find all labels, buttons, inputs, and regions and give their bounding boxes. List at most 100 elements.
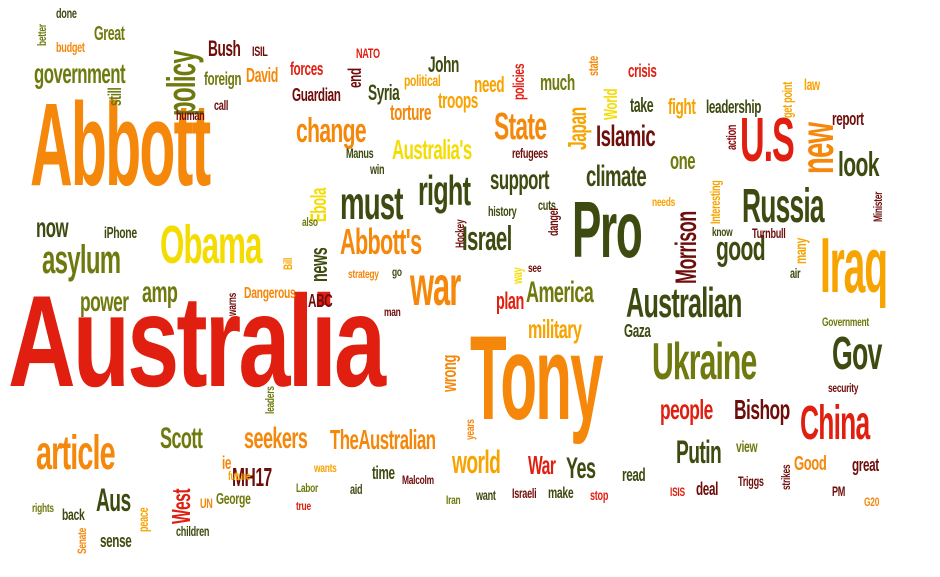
word-stop: stop	[590, 487, 609, 503]
word-turnbull: Turnbull	[752, 225, 786, 241]
word-support: support	[490, 164, 550, 195]
word-g20: G20	[864, 495, 880, 509]
word-military: military	[528, 314, 582, 344]
word-rights: rights	[32, 501, 54, 515]
word-budget: budget	[56, 39, 85, 55]
word-great-lower: great	[852, 455, 879, 475]
word-aus: Aus	[96, 482, 131, 518]
word-war: war	[410, 254, 461, 317]
word-security: security	[828, 381, 859, 395]
word-dangerous: Dangerous	[244, 285, 296, 302]
word-islamic: Islamic	[596, 120, 656, 153]
word-iphone: iPhone	[104, 225, 137, 242]
word-climate: climate	[586, 160, 647, 193]
word-america: America	[526, 276, 594, 309]
word-west: West	[166, 488, 196, 524]
word-crisis: crisis	[628, 61, 657, 81]
word-still: still	[105, 87, 125, 106]
word-now: now	[36, 212, 69, 243]
word-better: better	[35, 24, 49, 46]
word-deal: deal	[696, 479, 719, 499]
word-pm: PM	[832, 483, 846, 499]
word-read: read	[622, 465, 646, 485]
word-know: know	[712, 225, 733, 239]
word-australian: Australian	[626, 279, 742, 326]
word-way: way	[509, 267, 525, 284]
word-un: UN	[200, 495, 213, 511]
word-good: good	[716, 230, 766, 268]
word-news: news	[306, 247, 333, 282]
word-senate: Senate	[75, 527, 89, 554]
word-bill: Bill	[281, 257, 295, 270]
word-pro: Pro	[572, 185, 643, 274]
word-syria: Syria	[368, 80, 400, 105]
word-years: years	[463, 419, 477, 440]
word-want: want	[476, 487, 496, 503]
word-good-cap: Good	[794, 453, 827, 475]
word-israel: Israel	[462, 220, 512, 258]
word-peace: peace	[135, 507, 151, 532]
word-wrong: wrong	[439, 354, 461, 392]
word-bush: Bush	[208, 36, 241, 61]
word-japan: Japan	[562, 107, 592, 150]
word-warns: warns	[225, 292, 239, 316]
word-win: win	[370, 161, 385, 177]
word-needs: needs	[652, 195, 676, 209]
word-go: go	[392, 265, 402, 279]
word-air: air	[790, 265, 801, 281]
word-torture: torture	[390, 100, 432, 125]
word-back: back	[62, 507, 85, 524]
word-future: future	[228, 469, 251, 483]
word-morrison: Morrison	[670, 211, 703, 284]
word-must: must	[340, 177, 403, 229]
word-australia: Australia	[8, 268, 386, 414]
word-amp: amp	[142, 276, 178, 309]
word-fight: fight	[668, 94, 696, 119]
word-putin: Putin	[676, 434, 722, 470]
word-wants: wants	[314, 461, 337, 475]
word-china: China	[800, 397, 870, 450]
word-time: time	[372, 463, 395, 483]
word-need: need	[474, 72, 505, 97]
word-labor: Labor	[296, 481, 319, 495]
word-man: man	[384, 305, 401, 319]
word-george: George	[216, 491, 251, 508]
word-triggs: Triggs	[738, 473, 764, 489]
word-ukraine: Ukraine	[652, 333, 757, 391]
word-malcolm: Malcolm	[402, 473, 434, 487]
word-strikes: strikes	[779, 464, 793, 490]
word-law: law	[804, 77, 820, 94]
word-foreign: foreign	[204, 69, 242, 89]
word-policies: policies	[511, 63, 528, 100]
word-russia: Russia	[742, 180, 825, 233]
word-isis: ISIS	[670, 485, 685, 499]
word-leaders: leaders	[263, 386, 277, 414]
word-one: one	[670, 148, 696, 175]
word-manus: Manus	[346, 145, 374, 161]
word-look: look	[838, 146, 879, 184]
word-asylum: asylum	[42, 238, 121, 282]
word-done: done	[56, 5, 77, 21]
word-report: report	[832, 109, 864, 129]
word-much: much	[540, 70, 575, 95]
word-yes: Yes	[566, 452, 596, 485]
word-government: government	[34, 58, 126, 89]
word-action: action	[723, 124, 739, 150]
word-guardian: Guardian	[292, 85, 341, 105]
word-iran: Iran	[446, 493, 461, 507]
word-end: end	[345, 68, 365, 88]
word-new: new	[791, 122, 843, 174]
word-true: true	[296, 499, 311, 513]
word-john: John	[428, 52, 459, 77]
word-sense: sense	[100, 531, 132, 551]
word-isil: ISIL	[252, 43, 268, 59]
word-many: many	[793, 238, 810, 264]
word-gaza: Gaza	[624, 321, 651, 341]
word-david: David	[246, 65, 278, 87]
word-war-cap: War	[528, 450, 556, 480]
word-cuts: cuts	[538, 197, 556, 213]
word-troops: troops	[438, 88, 478, 113]
word-leadership: leadership	[706, 97, 762, 117]
word-state: State	[494, 106, 547, 148]
